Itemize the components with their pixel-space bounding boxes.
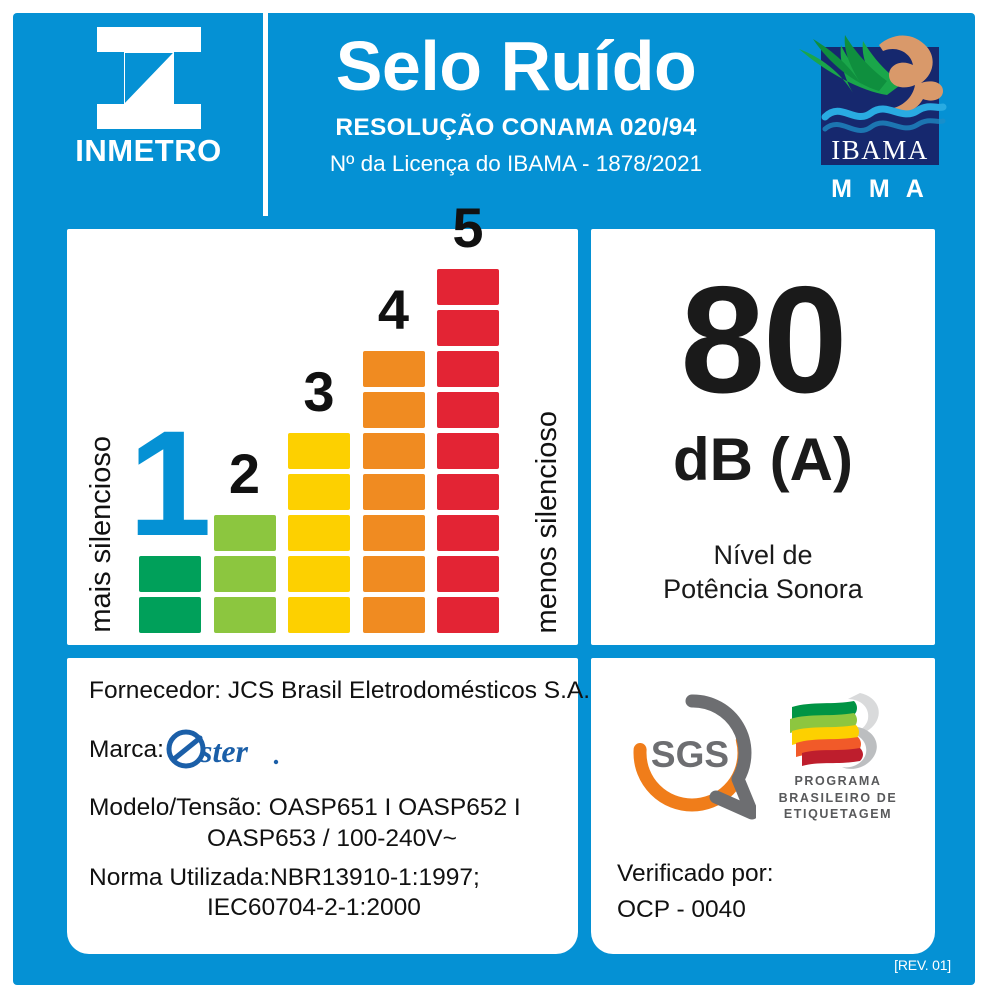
brand-row: Marca: ster [89, 729, 568, 771]
scale-bar-segments-4 [362, 346, 425, 633]
scale-bar-segments-1 [139, 551, 201, 633]
scale-label-louder: menos silencioso [531, 410, 563, 633]
scale-bar-segments-3 [288, 428, 350, 633]
sound-level-panel: 80 dB (A) Nível de Potência Sonora [591, 229, 935, 645]
pbe-line-2: BRASILEIRO DE [778, 790, 898, 805]
sound-level-caption-line1: Nível de [713, 539, 813, 570]
sound-level-value: 80 [680, 255, 847, 425]
scale-bar-label-5: 5 [452, 196, 484, 260]
product-info-panel: Fornecedor: JCS Brasil Eletrodomésticos … [67, 658, 591, 954]
model-block: Modelo/Tensão: OASP651 I OASP652 I OASP6… [89, 793, 568, 855]
certification-logos: SGS PROGRAMA BRASILEIRO DE ETIQUETAGEM [591, 682, 935, 832]
scale-bar-label-2: 2 [228, 442, 261, 506]
sound-level-caption-line2: Potência Sonora [663, 574, 863, 605]
sgs-logo-icon: SGS [633, 694, 756, 820]
model-line-1: Modelo/Tensão: OASP651 I OASP652 I [89, 793, 521, 821]
revision-tag: [REV. 01] [894, 957, 951, 973]
resolution-text: RESOLUÇÃO CONAMA 020/94 [335, 113, 697, 141]
norm-line-2: IEC60704-2-1:2000 [207, 894, 421, 922]
model-line-2: OASP653 / 100-240V~ [207, 824, 457, 852]
scale-bar-5[interactable]: 5 [437, 196, 499, 633]
scale-bar-label-4: 4 [377, 278, 410, 342]
norm-block: Norma Utilizada:NBR13910-1:1997; IEC6070… [89, 863, 568, 925]
scale-bar-3[interactable]: 3 [288, 360, 350, 633]
header-vertical-divider [263, 13, 268, 216]
scale-bar-segments-5 [437, 264, 499, 633]
inmetro-logo-block: INMETRO [41, 27, 256, 202]
pbe-line-1: PROGRAMA [794, 774, 882, 789]
scale-bar-2[interactable]: 2 [213, 442, 276, 633]
scale-bar-label-1: 1 [128, 399, 212, 567]
verified-by-block: Verificado por: OCP - 0040 [617, 856, 774, 927]
scale-bar-segments-2 [213, 510, 276, 633]
noise-scale-panel: mais silencioso menos silencioso 1 2 [67, 200, 578, 645]
page-title: Selo Ruído [335, 27, 697, 105]
norm-line-1: Norma Utilizada:NBR13910-1:1997; [89, 863, 480, 891]
svg-text:M M A: M M A [831, 175, 929, 203]
scale-bar-4[interactable]: 4 [362, 278, 425, 633]
oster-wordmark-icon: ster [166, 729, 279, 769]
svg-text:IBAMA: IBAMA [831, 135, 929, 165]
noise-scale-bars: 1 2 3 [128, 200, 499, 633]
pbe-ribbon-icon [790, 693, 879, 770]
header-text-block: Selo Ruído RESOLUÇÃO CONAMA 020/94 Nº da… [281, 27, 751, 177]
pbe-line-3: ETIQUETAGEM [783, 807, 893, 822]
sound-level-unit: dB (A) [673, 425, 853, 493]
sound-level-caption: Nível de Potência Sonora [663, 538, 863, 607]
scale-bar-1[interactable]: 1 [128, 408, 212, 633]
sgs-text: SGS [651, 734, 729, 775]
supplier-line: Fornecedor: JCS Brasil Eletrodomésticos … [89, 677, 591, 704]
inmetro-wordmark: INMETRO [75, 133, 222, 168]
license-text: Nº da Licença do IBAMA - 1878/2021 [329, 150, 703, 176]
certification-panel: SGS PROGRAMA BRASILEIRO DE ETIQUETAGEM V… [591, 658, 935, 954]
label-header: INMETRO Selo Ruído RESOLUÇÃO CONAMA 020/… [13, 13, 975, 216]
verified-label: Verificado por: [617, 860, 774, 887]
inmetro-ibeam-icon [96, 27, 201, 129]
scale-label-quieter: mais silencioso [85, 436, 117, 633]
ibama-logo-icon: IBAMA M M A [799, 35, 947, 203]
svg-text:ster: ster [199, 733, 249, 769]
scale-bar-label-3: 3 [303, 360, 335, 424]
ibama-logo-block: IBAMA M M A [791, 21, 971, 211]
verified-value: OCP - 0040 [617, 895, 746, 923]
brand-label: Marca: [89, 735, 164, 763]
pbe-logo-block: PROGRAMA BRASILEIRO DE ETIQUETAGEM [778, 691, 898, 823]
selo-ruido-label: INMETRO Selo Ruído RESOLUÇÃO CONAMA 020/… [13, 13, 975, 985]
